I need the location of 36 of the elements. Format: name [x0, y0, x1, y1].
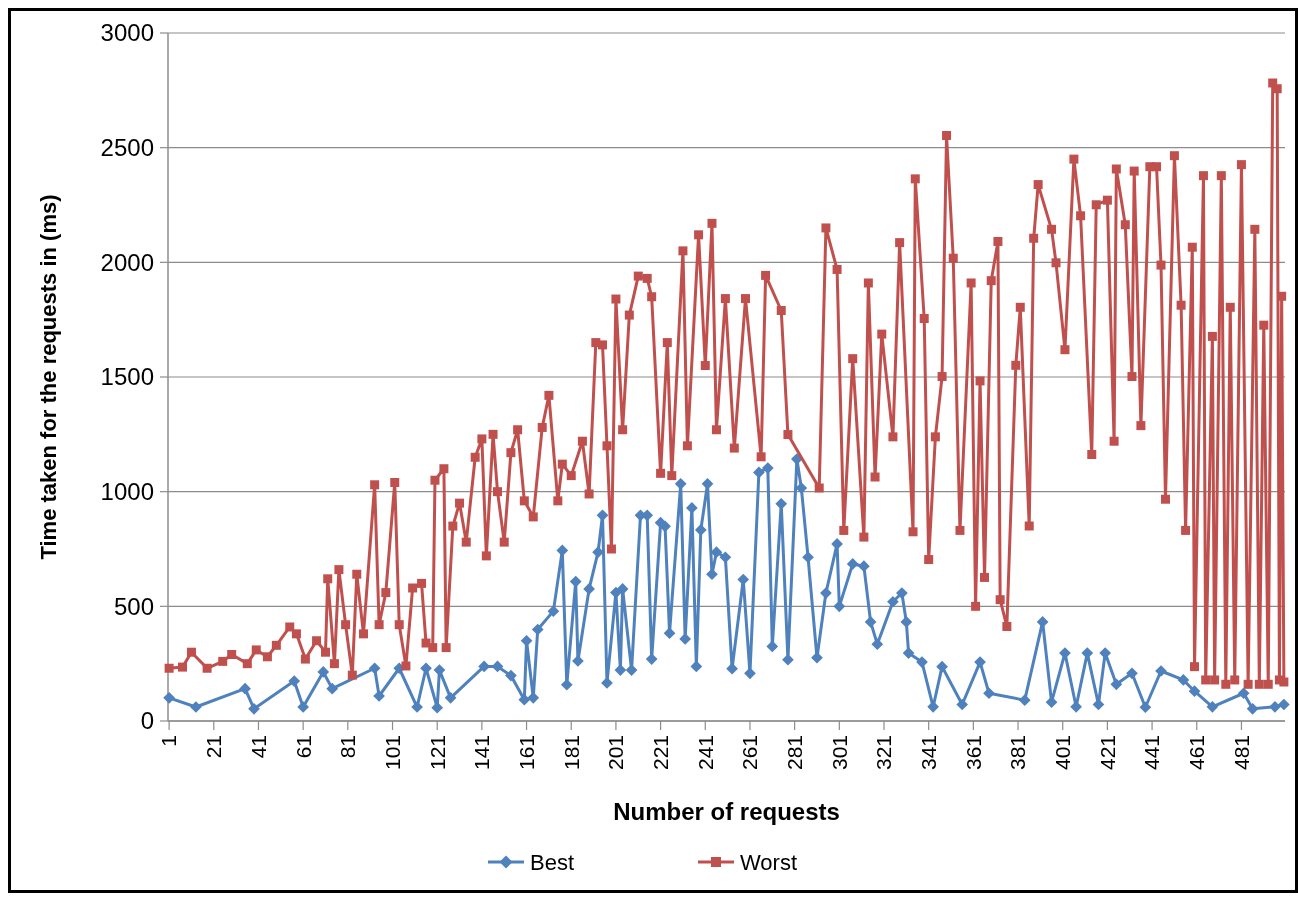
y-tick-label: 2000 [100, 248, 154, 276]
x-tick-label: 81 [336, 735, 360, 759]
y-axis-title: Time taken for the requests in (ms) [35, 194, 61, 560]
y-tick-label: 1000 [100, 478, 154, 506]
x-tick-label: 161 [514, 735, 538, 771]
x-tick-label: 201 [604, 735, 628, 771]
x-tick-label: 61 [291, 735, 315, 759]
x-axis-title: Number of requests [613, 798, 840, 825]
x-tick-label: 141 [470, 735, 494, 771]
x-tick-label: 41 [246, 735, 270, 759]
x-tick-label: 401 [1051, 735, 1075, 771]
y-tick-label: 2500 [100, 134, 154, 162]
x-tick-label: 461 [1185, 735, 1209, 771]
x-tick-label: 121 [425, 735, 449, 771]
y-tick-label: 3000 [100, 19, 154, 47]
x-tick-label: 441 [1140, 735, 1164, 771]
x-tick-label: 481 [1229, 735, 1253, 771]
x-tick-label: 421 [1095, 735, 1119, 771]
x-tick-label: 101 [380, 735, 404, 771]
y-tick-label: 0 [140, 707, 154, 735]
x-tick-label: 301 [827, 735, 851, 771]
x-tick-label: 381 [1006, 735, 1030, 771]
x-tick-label: 321 [872, 735, 896, 771]
x-tick-label: 281 [782, 735, 806, 771]
y-tick-label: 1500 [100, 363, 154, 391]
x-tick-label: 221 [648, 735, 672, 771]
x-tick-label: 361 [961, 735, 985, 771]
y-tick-label: 500 [113, 592, 154, 620]
x-tick-label: 1 [157, 735, 181, 747]
x-tick-label: 181 [559, 735, 583, 771]
x-tick-label: 341 [917, 735, 941, 771]
legend-label: Worst [740, 849, 798, 875]
legend-label: Best [530, 849, 575, 875]
x-tick-label: 261 [738, 735, 762, 771]
x-tick-label: 241 [693, 735, 717, 771]
x-tick-label: 21 [202, 735, 226, 759]
